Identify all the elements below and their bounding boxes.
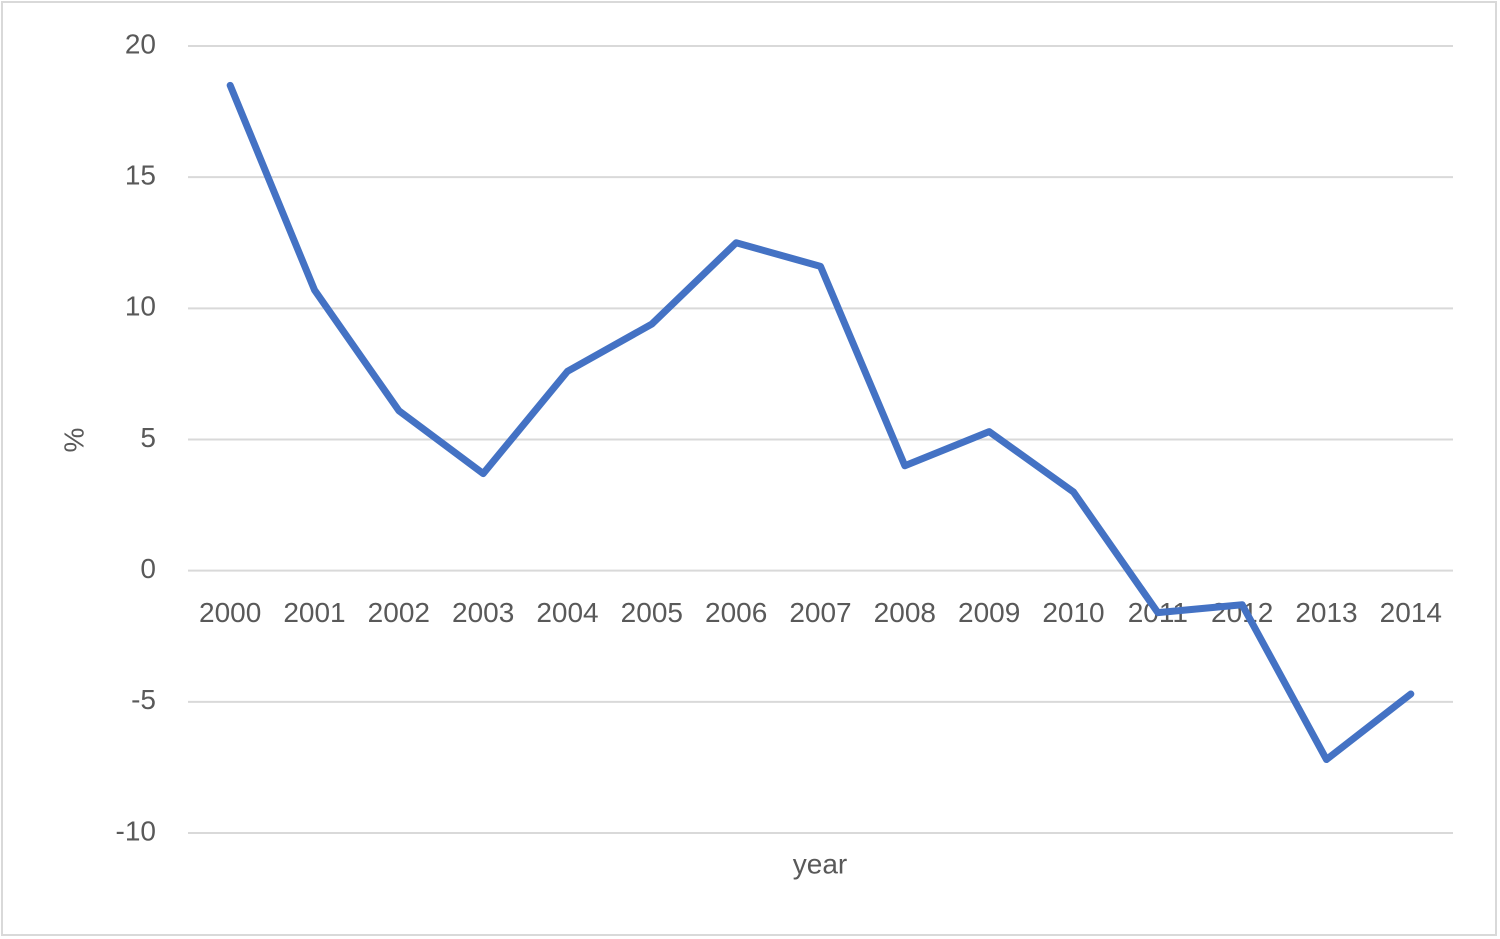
y-tick-label: 20 bbox=[125, 28, 156, 59]
x-tick-label: 2003 bbox=[452, 597, 514, 628]
x-tick-label: 2010 bbox=[1042, 597, 1104, 628]
x-tick-label: 2007 bbox=[789, 597, 851, 628]
x-tick-label: 2014 bbox=[1380, 597, 1442, 628]
x-tick-label: 2005 bbox=[621, 597, 683, 628]
x-tick-label: 2004 bbox=[536, 597, 598, 628]
y-tick-label: 5 bbox=[140, 422, 156, 453]
x-tick-label: 2009 bbox=[958, 597, 1020, 628]
y-tick-label: -5 bbox=[131, 684, 156, 715]
x-tick-label: 2001 bbox=[283, 597, 345, 628]
y-tick-label: -10 bbox=[116, 815, 156, 846]
x-tick-label: 2006 bbox=[705, 597, 767, 628]
y-tick-label: 0 bbox=[140, 553, 156, 584]
x-tick-label: 2013 bbox=[1295, 597, 1357, 628]
x-tick-label: 2000 bbox=[199, 597, 261, 628]
line-series bbox=[226, 81, 1415, 764]
y-tick-label: 10 bbox=[125, 291, 156, 322]
y-tick-label: 15 bbox=[125, 160, 156, 191]
x-axis-label: year bbox=[793, 848, 847, 879]
y-axis-label: % bbox=[58, 428, 89, 453]
x-tick-label: 2008 bbox=[874, 597, 936, 628]
x-tick-label: 2002 bbox=[368, 597, 430, 628]
